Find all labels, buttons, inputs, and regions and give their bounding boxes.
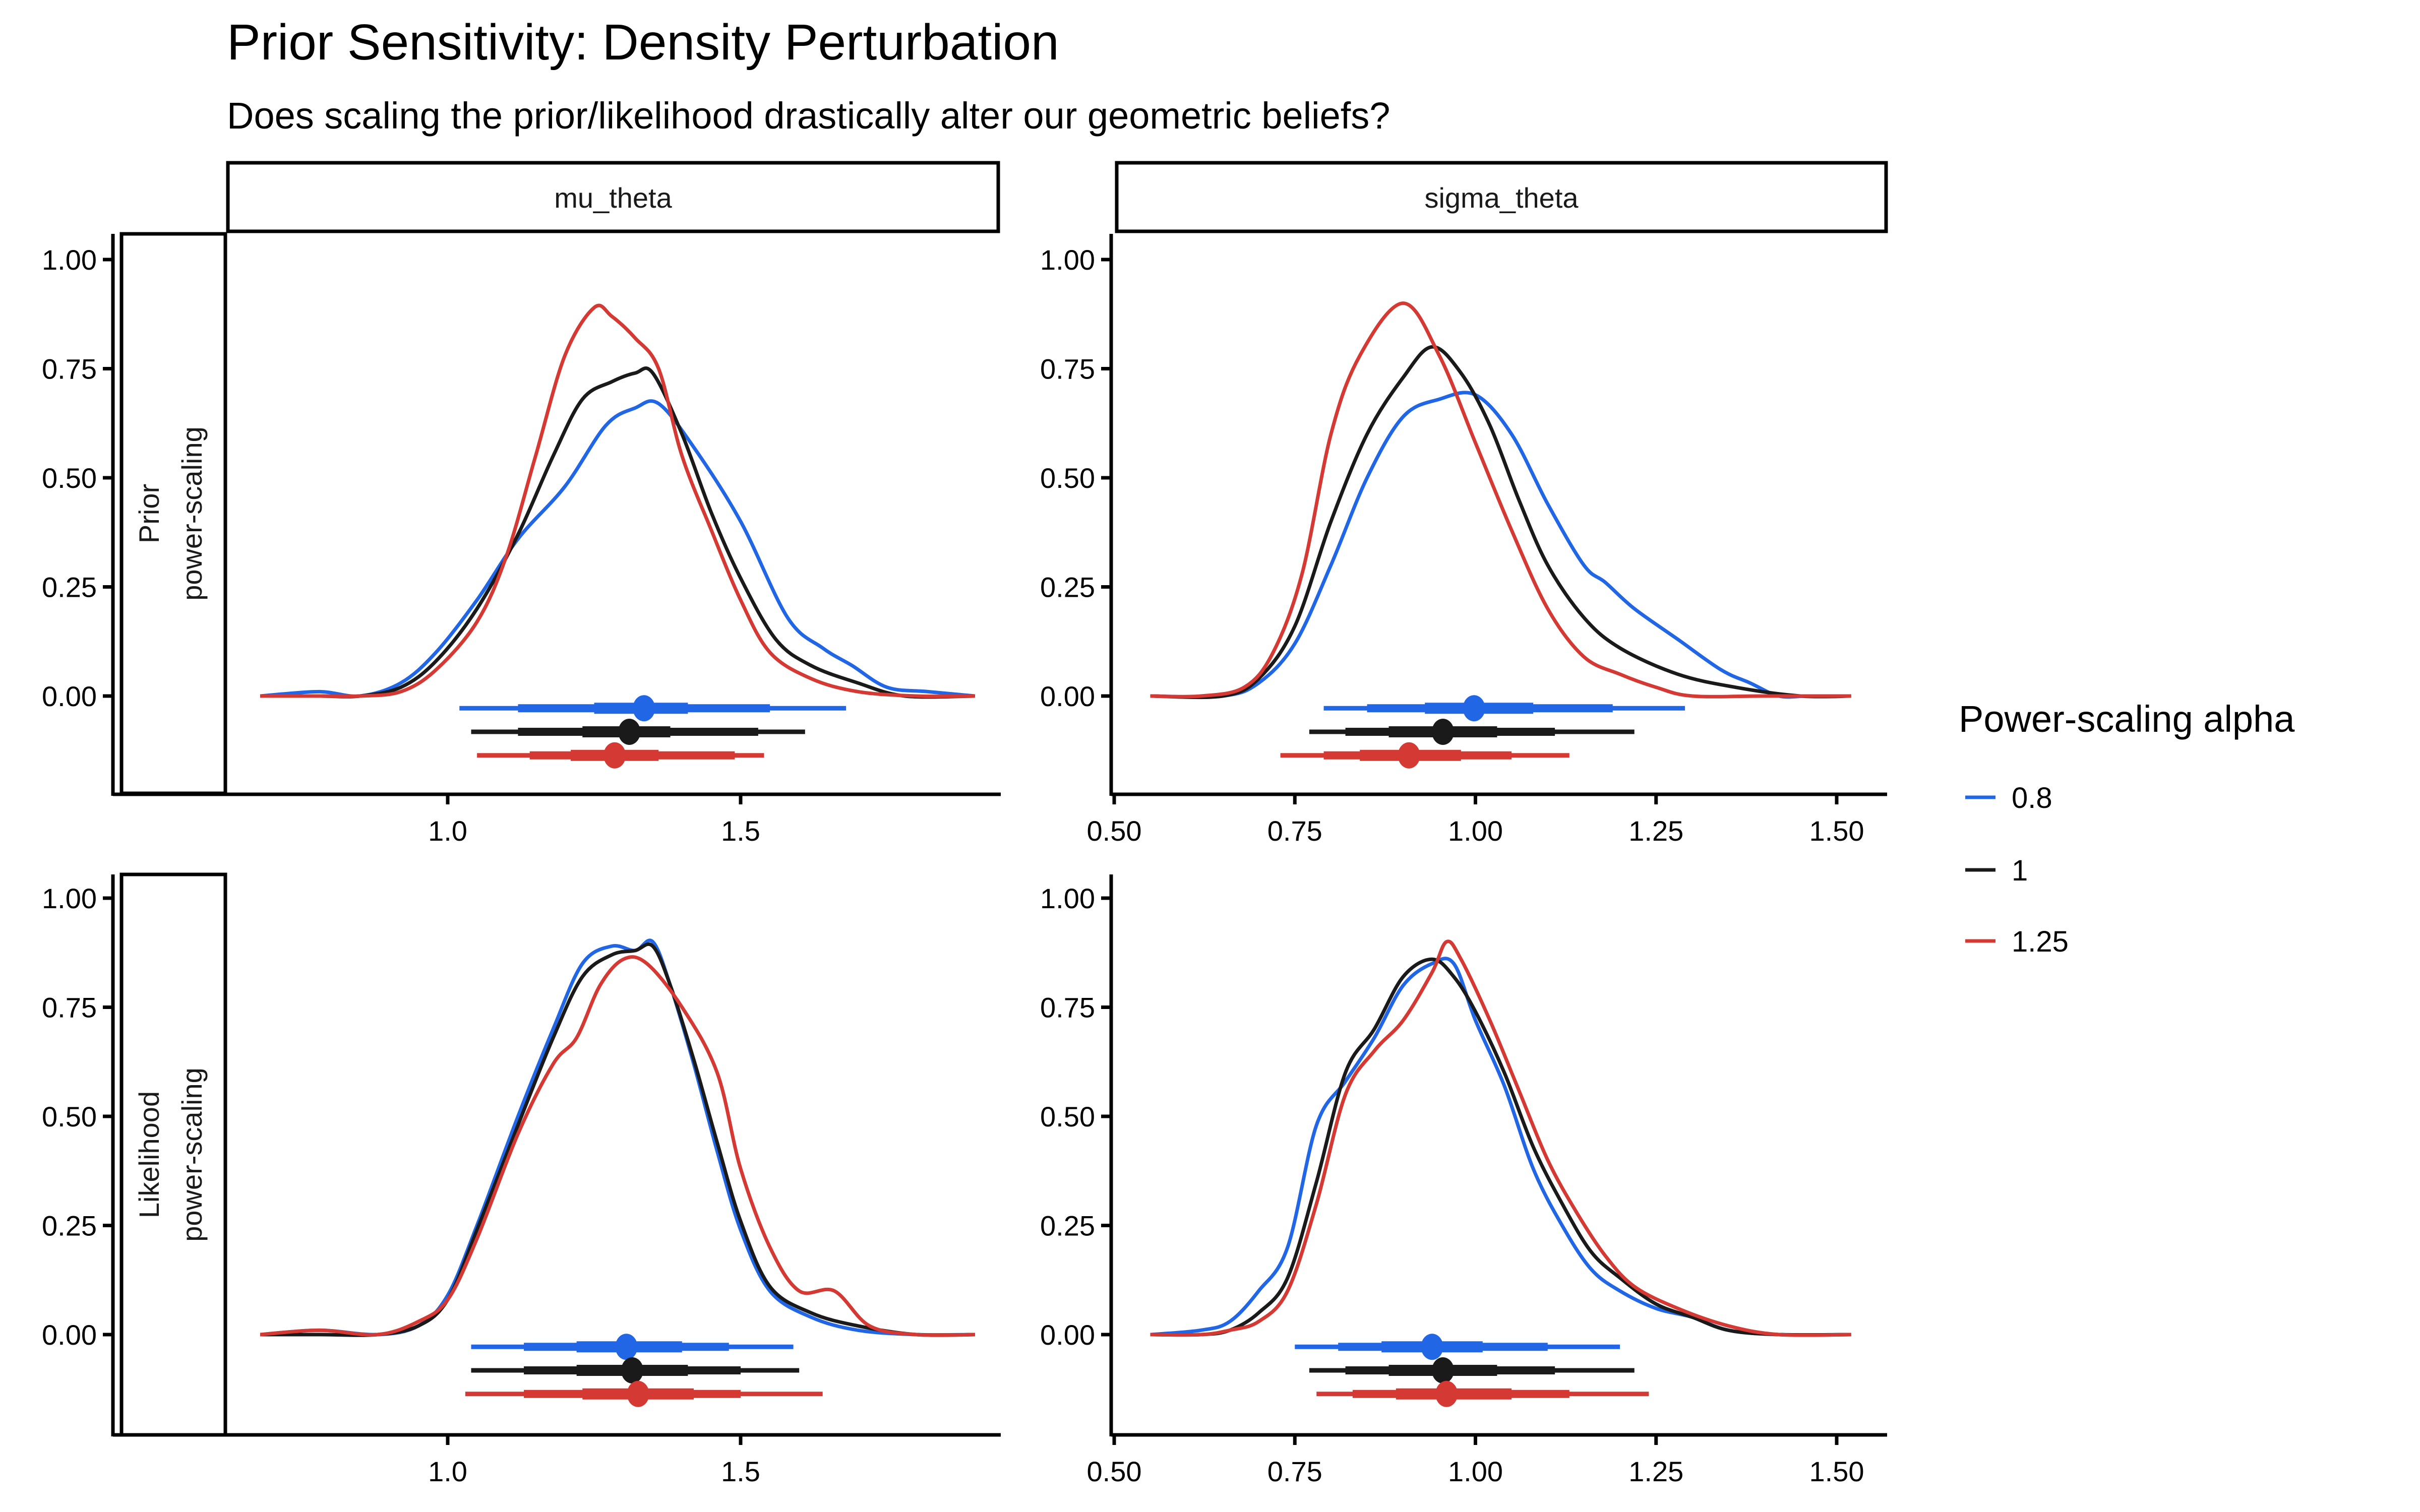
y-tick-label: 1.00 xyxy=(42,883,97,914)
density-line-alpha-1 xyxy=(260,366,975,699)
interval-point-alpha-1 xyxy=(1432,719,1455,745)
x-tick-label: 1.50 xyxy=(1809,815,1864,847)
x-tick-label: 1.25 xyxy=(1628,815,1683,847)
y-tick-label: 0.00 xyxy=(1040,1319,1095,1351)
row-label-prior-line1: Prior xyxy=(133,484,165,543)
y-tick-label: 1.00 xyxy=(1040,244,1095,276)
y-tick-label: 0.25 xyxy=(1040,572,1095,603)
chart-title: Prior Sensitivity: Density Perturbation xyxy=(227,14,1059,71)
x-tick-label: 1.00 xyxy=(1448,815,1503,847)
x-tick-label: 1.25 xyxy=(1628,1456,1683,1487)
interval-point-alpha-1-25 xyxy=(603,742,626,769)
legend-entry-0-8: 0.8 xyxy=(1965,782,2052,814)
x-tick-label: 1.5 xyxy=(721,815,760,847)
row-label-likelihood-line2: power-scaling xyxy=(176,1067,208,1242)
x-tick-label: 0.75 xyxy=(1267,815,1322,847)
interval-point-alpha-1 xyxy=(621,1357,644,1384)
row-label-prior-line2: power-scaling xyxy=(176,426,208,601)
y-tick-label: 1.00 xyxy=(1040,883,1095,914)
interval-point-alpha-0-8 xyxy=(633,695,655,722)
legend-label-1: 1 xyxy=(2012,854,2028,887)
legend: Power-scaling alpha 0.8 1 1.25 xyxy=(1959,698,2295,958)
panels-layer: 0.000.250.500.751.001.0 1.50.000.250.500.… xyxy=(42,234,1887,1487)
panel-mu_theta-row1: 0.00 0.25 0.50 0.75 1.00 1.0 1.5 xyxy=(42,874,1001,1487)
chart-subtitle: Does scaling the prior/likelihood drasti… xyxy=(227,95,1390,137)
interval-point-alpha-1-25 xyxy=(1398,742,1420,769)
y-tick-label: 0.25 xyxy=(42,572,97,603)
y-tick-label: 0.75 xyxy=(1040,353,1095,385)
strip-label-mu-theta: mu_theta xyxy=(554,182,672,214)
interval-point-alpha-0-8 xyxy=(1463,695,1485,722)
density-line-alpha-1 xyxy=(1150,957,1851,1337)
y-tick-label: 1.00 xyxy=(42,244,97,276)
legend-label-0-8: 0.8 xyxy=(2012,782,2052,814)
density-line-alpha-1-25 xyxy=(1150,939,1851,1337)
interval-point-alpha-1-25 xyxy=(1435,1380,1458,1407)
y-tick-label: 0.75 xyxy=(42,992,97,1024)
column-strip-mu-theta: mu_theta xyxy=(226,161,1000,233)
density-line-alpha-1-25 xyxy=(260,303,975,699)
legend-title: Power-scaling alpha xyxy=(1959,698,2295,740)
x-tick-label: 1.0 xyxy=(428,815,467,847)
density-line-alpha-0-8 xyxy=(1150,391,1851,699)
y-tick-label: 0.25 xyxy=(1040,1210,1095,1242)
y-tick-label: 0.00 xyxy=(42,680,97,712)
panel-sigma_theta-row0: 0.00 0.25 0.50 0.75 1.00 0.50 0.75 1.00 1.25 1.50 xyxy=(1040,234,1887,847)
legend-entry-1: 1 xyxy=(1965,854,2028,887)
interval-point-alpha-0-8 xyxy=(615,1334,638,1360)
row-label-likelihood-line1: Likelihood xyxy=(133,1091,165,1218)
row-strip-likelihood: Likelihood power-scaling xyxy=(119,872,227,1437)
x-tick-label: 0.50 xyxy=(1087,815,1142,847)
panel-sigma_theta-row1: 0.00 0.25 0.50 0.75 1.00 0.50 0.75 1.00 1.25 1.50 xyxy=(1040,874,1887,1487)
y-tick-label: 0.50 xyxy=(1040,1101,1095,1132)
y-tick-label: 0.50 xyxy=(42,1101,97,1132)
row-strip-prior: Prior power-scaling xyxy=(119,232,227,795)
y-tick-label: 0.50 xyxy=(1040,462,1095,494)
density-line-alpha-1 xyxy=(260,942,975,1337)
x-tick-label: 1.0 xyxy=(428,1456,467,1487)
y-tick-label: 0.00 xyxy=(1040,680,1095,712)
x-tick-label: 0.75 xyxy=(1267,1456,1322,1487)
x-tick-label: 1.00 xyxy=(1448,1456,1503,1487)
y-tick-label: 0.25 xyxy=(42,1210,97,1242)
density-line-alpha-0-8 xyxy=(260,399,976,698)
column-strip-sigma-theta: sigma_theta xyxy=(1115,161,1888,233)
y-tick-label: 0.50 xyxy=(42,462,97,494)
y-tick-label: 0.75 xyxy=(42,353,97,385)
interval-point-alpha-1-25 xyxy=(627,1380,649,1407)
y-tick-label: 0.00 xyxy=(42,1319,97,1351)
interval-point-alpha-1 xyxy=(1432,1357,1455,1384)
x-tick-label: 1.5 xyxy=(721,1456,760,1487)
panel-mu_theta-row0: 0.00 0.25 0.50 0.75 1.00 1.0 1.5 xyxy=(42,234,1001,847)
legend-entry-1-25: 1.25 xyxy=(1965,925,2069,958)
legend-label-1-25: 1.25 xyxy=(2012,925,2069,958)
interval-point-alpha-0-8 xyxy=(1421,1334,1443,1360)
density-line-alpha-0-8 xyxy=(260,938,975,1337)
strip-label-sigma-theta: sigma_theta xyxy=(1424,182,1579,214)
density-line-alpha-0-8 xyxy=(1150,957,1851,1337)
density-line-alpha-1 xyxy=(1150,345,1851,700)
x-tick-label: 0.50 xyxy=(1087,1456,1142,1487)
y-tick-label: 0.75 xyxy=(1040,992,1095,1024)
density-line-alpha-1-25 xyxy=(260,955,975,1337)
density-line-alpha-1-25 xyxy=(1150,301,1851,699)
x-tick-label: 1.50 xyxy=(1809,1456,1864,1487)
interval-point-alpha-1 xyxy=(618,719,641,745)
